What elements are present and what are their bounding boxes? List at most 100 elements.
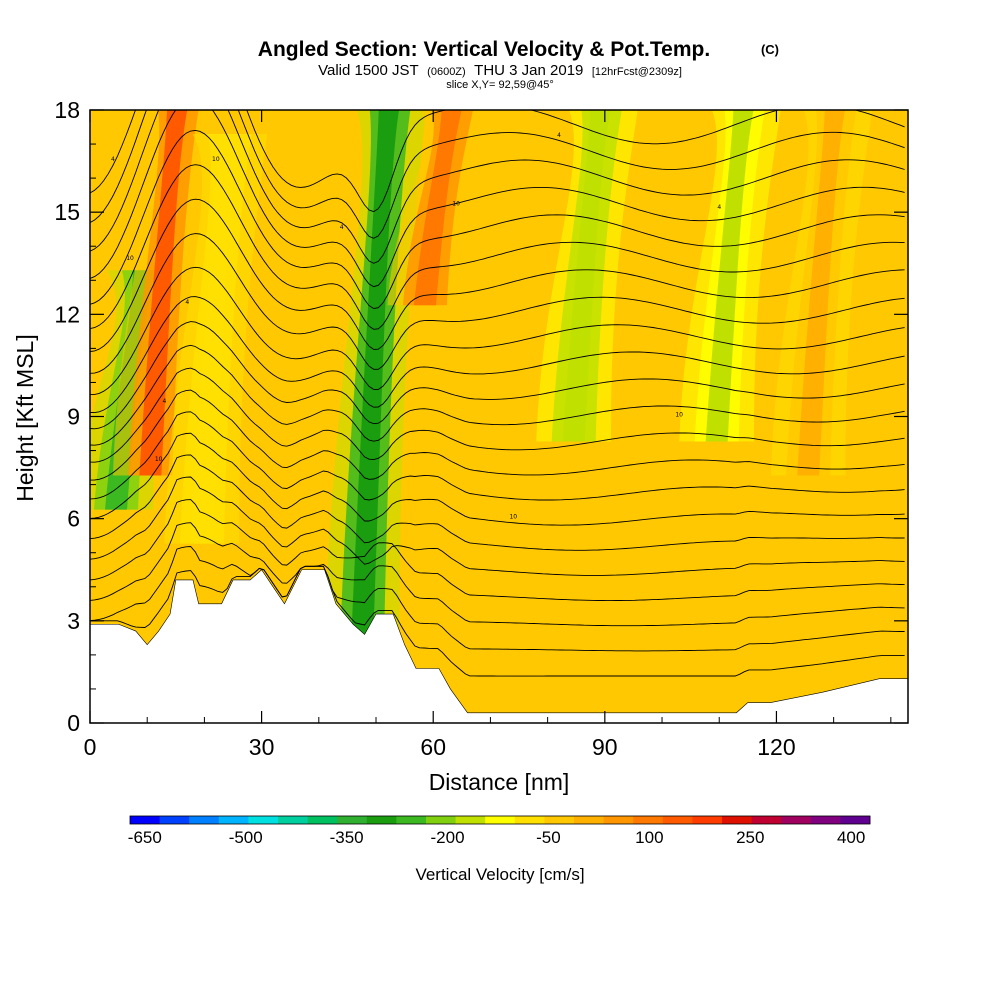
colorbar-tick-label: 250 xyxy=(736,828,764,847)
y-axis: 0 3 6 9 12 15 18 xyxy=(54,97,908,736)
colorbar-label: Vertical Velocity [cm/s] xyxy=(415,865,584,884)
isentrope-line xyxy=(90,344,905,446)
chart-title: Angled Section: Vertical Velocity & Pot.… xyxy=(258,38,710,61)
contour-label: 4 xyxy=(185,299,189,306)
contour-label: 10 xyxy=(212,156,220,163)
subtitle-forecast: [12hrFcst@2309z] xyxy=(592,66,682,78)
contour-label: 10 xyxy=(452,200,460,207)
colorbar-tick-label: -650 xyxy=(128,828,162,847)
isentrope-line xyxy=(90,110,905,288)
colorbar-swatch xyxy=(130,816,160,824)
subtitle-valid-time: Valid 1500 JST xyxy=(318,62,419,79)
chart-title-unit: (C) xyxy=(761,42,779,57)
colorbar-tick-label: -200 xyxy=(431,828,465,847)
colorbar-swatch xyxy=(485,816,516,824)
colorbar-swatch xyxy=(307,816,338,824)
x-tick-label: 30 xyxy=(249,734,275,760)
colorbar-swatch xyxy=(781,816,812,824)
isentrope-line xyxy=(90,499,905,602)
y-tick-label: 18 xyxy=(54,97,80,123)
colorbar-swatch xyxy=(426,816,456,824)
colorbar-swatch xyxy=(278,816,308,824)
colorbar-swatch xyxy=(455,816,486,824)
colorbar-tick-label: 400 xyxy=(837,828,865,847)
isentrope-line xyxy=(90,198,905,352)
isentrope-line xyxy=(90,411,905,501)
colorbar-tick-label: 100 xyxy=(635,828,663,847)
colorbar-swatch xyxy=(159,816,190,824)
isentrope-line xyxy=(90,266,905,395)
x-tick-label: 0 xyxy=(84,734,97,760)
velocity-bands xyxy=(90,110,873,646)
isentrope-line xyxy=(90,389,905,481)
isentrope-line xyxy=(90,432,905,526)
isentrope-line xyxy=(90,454,905,551)
velocity-band xyxy=(351,110,400,646)
colorbar-swatch xyxy=(751,816,782,824)
x-axis: 0 30 60 90 120 xyxy=(84,110,892,760)
slice-label: slice X,Y= 92,59@45° xyxy=(446,79,554,91)
isentrope-line xyxy=(90,110,905,239)
contour-label: 10 xyxy=(675,412,683,419)
isentrope-line xyxy=(90,565,905,677)
y-tick-label: 3 xyxy=(67,608,80,634)
contour-label: 4 xyxy=(162,398,166,405)
isentrope-line xyxy=(90,129,905,309)
isentrope-line xyxy=(90,321,905,430)
subtitle-utc-time: (0600Z) xyxy=(427,66,466,78)
colorbar-swatch xyxy=(396,816,427,824)
colorbar-tick-label: -350 xyxy=(330,828,364,847)
isentrope-line xyxy=(90,367,905,463)
contour-label: 4 xyxy=(557,132,561,139)
isentrope-contours: 4 10 4 10 4 10 4 10 4 10 4 10 xyxy=(90,110,905,677)
isentrope-line xyxy=(90,546,905,652)
subtitle-date: THU 3 Jan 2019 xyxy=(474,62,583,79)
colorbar-swatch xyxy=(692,816,723,824)
contour-label: 4 xyxy=(340,224,344,231)
contour-label: 4 xyxy=(717,204,721,211)
colorbar-swatch xyxy=(218,816,249,824)
x-tick-label: 60 xyxy=(420,734,446,760)
colorbar-swatch xyxy=(840,816,871,824)
isentrope-line xyxy=(90,164,905,330)
y-tick-label: 15 xyxy=(54,199,80,225)
isentrope-line xyxy=(90,296,905,414)
colorbar-swatch xyxy=(248,816,279,824)
colorbar-swatch xyxy=(337,816,368,824)
isentrope-line xyxy=(90,110,905,213)
colorbar-swatch xyxy=(514,816,545,824)
y-axis-title: Height [Kft MSL] xyxy=(12,334,38,501)
contour-label: 10 xyxy=(155,456,163,463)
y-tick-label: 12 xyxy=(54,301,80,327)
isentrope-line xyxy=(90,476,905,576)
contour-label: 10 xyxy=(509,514,517,521)
velocity-band xyxy=(705,110,754,442)
plot-area: 4 10 4 10 4 10 4 10 4 10 4 10 xyxy=(90,110,908,723)
colorbar-swatch xyxy=(574,816,604,824)
y-tick-label: 0 xyxy=(67,710,80,736)
colorbar-swatch xyxy=(366,816,397,824)
colorbar-swatch xyxy=(189,816,220,824)
chart-subtitle: Valid 1500 JST (0600Z) THU 3 Jan 2019 [1… xyxy=(318,62,682,79)
velocity-band xyxy=(139,110,188,476)
x-tick-label: 90 xyxy=(592,734,618,760)
contour-label: 4 xyxy=(111,156,115,163)
colorbar: -650 -500 -350 -200 -50 100 250 400 xyxy=(128,815,871,847)
isentrope-line xyxy=(90,522,905,627)
colorbar-swatch xyxy=(722,816,752,824)
terrain-mask xyxy=(90,569,908,723)
colorbar-frame xyxy=(129,815,871,825)
isentrope-line xyxy=(90,110,905,264)
colorbar-tick-label: -50 xyxy=(536,828,561,847)
colorbar-swatch xyxy=(662,816,693,824)
colorbar-tick-label: -500 xyxy=(229,828,263,847)
x-tick-label: 120 xyxy=(757,734,795,760)
colorbar-swatch xyxy=(603,816,634,824)
velocity-band xyxy=(190,134,241,544)
y-tick-label: 6 xyxy=(67,506,80,532)
colorbar-swatch xyxy=(633,816,664,824)
x-axis-title: Distance [nm] xyxy=(429,769,570,795)
contour-label: 10 xyxy=(126,255,134,262)
isentrope-line xyxy=(90,233,905,374)
